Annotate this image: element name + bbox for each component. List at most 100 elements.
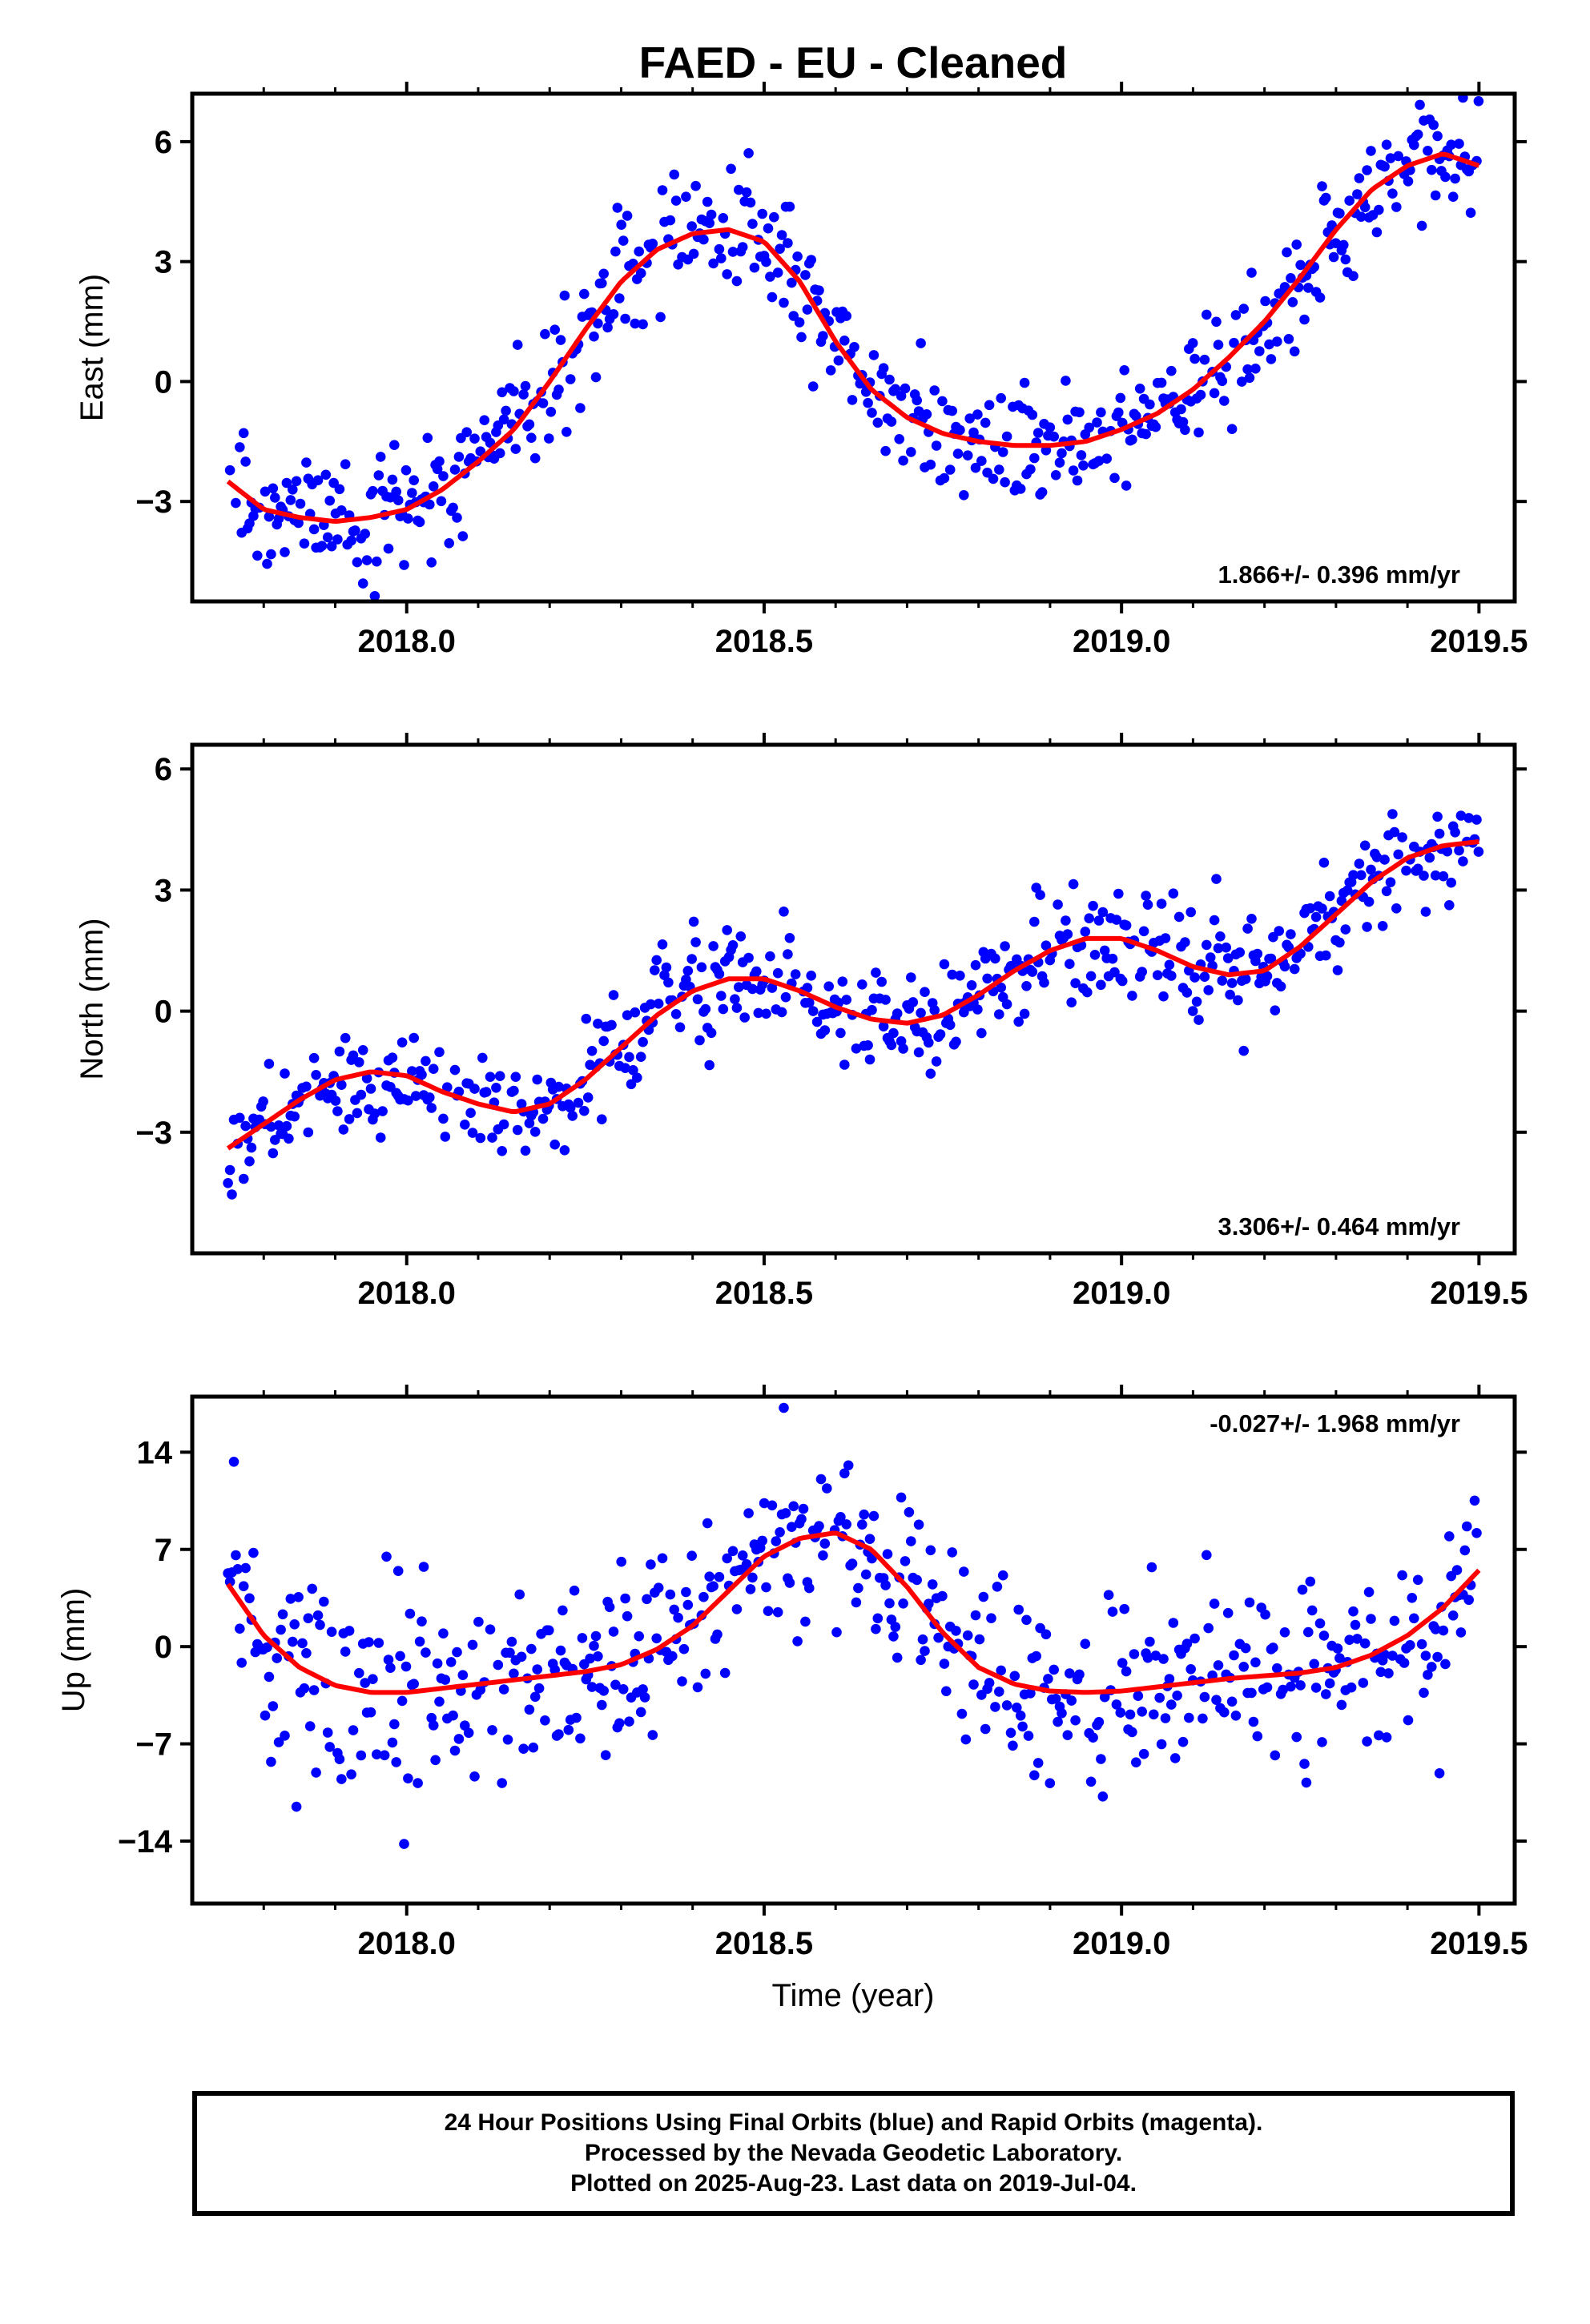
data-point (1240, 1642, 1251, 1654)
east-points (224, 94, 1484, 601)
data-point (1270, 1750, 1281, 1761)
data-point (924, 1598, 934, 1609)
data-point (1097, 1791, 1109, 1802)
data-point (1405, 1640, 1415, 1651)
up-fit-line (226, 1530, 1481, 1695)
data-point (264, 511, 275, 522)
data-point (804, 997, 815, 1008)
data-point (224, 1164, 235, 1176)
data-point (784, 201, 795, 212)
data-point (280, 1068, 290, 1079)
data-point (751, 966, 762, 977)
data-point (944, 1019, 956, 1031)
data-point (947, 969, 957, 980)
data-point (706, 209, 717, 220)
data-point (972, 1004, 983, 1015)
data-point (1045, 1778, 1056, 1788)
data-point (616, 1556, 626, 1567)
data-point (976, 456, 987, 466)
data-point (634, 1630, 644, 1642)
data-point (1068, 465, 1079, 476)
data-point (1264, 339, 1274, 350)
data-point (1438, 870, 1449, 882)
data-point (356, 1089, 367, 1100)
data-point (1324, 891, 1335, 902)
data-point (303, 1127, 314, 1138)
data-point (988, 473, 999, 485)
data-point (235, 1623, 245, 1634)
data-point (491, 1083, 501, 1093)
data-point (579, 288, 590, 300)
data-point (1387, 188, 1398, 199)
data-point (939, 1659, 950, 1669)
data-point (1107, 1606, 1118, 1617)
data-point (497, 1778, 507, 1788)
data-point (1348, 870, 1359, 880)
data-point (646, 999, 656, 1010)
data-point (1001, 999, 1012, 1010)
north-plot-frame (190, 742, 1517, 1256)
data-point (381, 1551, 392, 1562)
data-point (1412, 863, 1423, 875)
data-point (1287, 297, 1298, 308)
data-point (593, 1651, 603, 1662)
data-point (266, 1756, 276, 1767)
data-point (1340, 254, 1351, 265)
data-point (540, 328, 550, 340)
data-point (1202, 309, 1212, 320)
data-point (365, 1707, 376, 1718)
data-point (913, 1519, 924, 1530)
data-point (1057, 1708, 1067, 1719)
data-point (1158, 1654, 1169, 1664)
data-point (301, 1648, 312, 1659)
data-point (330, 1096, 341, 1106)
data-point (301, 457, 312, 468)
data-point (761, 1582, 771, 1593)
data-point (700, 1003, 711, 1015)
data-point (479, 415, 489, 425)
data-point (477, 1052, 488, 1063)
data-point (994, 464, 1004, 475)
data-point (851, 1043, 862, 1054)
data-point (818, 1550, 828, 1561)
footer-line-3: Plotted on 2025-Aug-23. Last data on 201… (570, 2170, 1137, 2197)
data-point (457, 1670, 469, 1680)
data-point (1286, 1681, 1296, 1692)
data-point (794, 317, 805, 328)
data-point (244, 1593, 255, 1604)
data-point (962, 450, 973, 460)
data-point (549, 324, 560, 336)
data-point (409, 1679, 419, 1689)
data-point (1093, 1717, 1105, 1727)
data-point (1217, 376, 1228, 387)
data-point (1199, 971, 1210, 982)
data-point (1444, 900, 1455, 911)
data-point (635, 1051, 646, 1062)
data-point (1279, 961, 1290, 972)
data-point (1260, 296, 1270, 307)
data-point (939, 959, 950, 970)
data-point (1093, 456, 1105, 466)
data-point (992, 1582, 1003, 1592)
data-point (1061, 376, 1071, 386)
data-point (814, 285, 824, 296)
data-point (692, 1682, 703, 1693)
data-point (982, 973, 992, 984)
data-point (841, 311, 851, 321)
data-point (248, 1547, 259, 1558)
data-point (896, 1492, 907, 1503)
data-point (502, 1735, 513, 1745)
data-point (1142, 899, 1153, 910)
data-point (653, 999, 664, 1009)
data-point (1111, 1699, 1122, 1710)
data-point (763, 1606, 774, 1616)
data-point (792, 1636, 803, 1647)
data-point (434, 1047, 445, 1058)
data-point (1305, 903, 1316, 914)
data-point (326, 541, 337, 552)
data-point (558, 1605, 568, 1616)
data-point (718, 1003, 729, 1015)
data-point (1213, 340, 1224, 350)
data-point (1391, 903, 1402, 914)
data-point (260, 486, 271, 497)
